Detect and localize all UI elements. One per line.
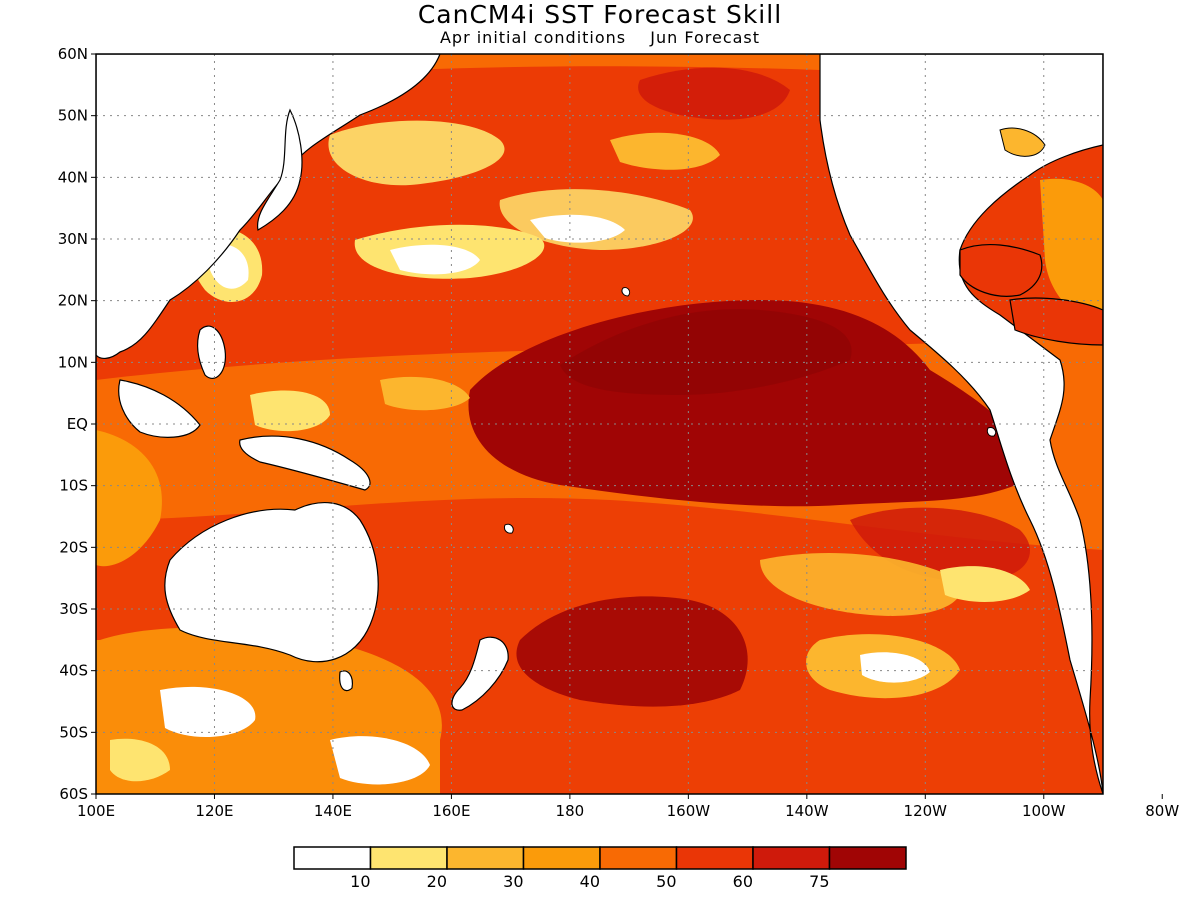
new-guinea-landmass [239, 435, 371, 491]
southern-ocean-minimum-1 [160, 686, 256, 738]
north-central-moderate [610, 132, 720, 170]
japan-landmass [256, 108, 303, 231]
chart-title: CanCM4i SST Forecast Skill [417, 0, 783, 29]
skill-field [96, 54, 1103, 794]
asia-landmass [96, 54, 441, 359]
legend-swatch [293, 846, 372, 870]
north-pacific-core [638, 67, 790, 120]
lat-tick-label: 30S [59, 600, 88, 618]
legend-swatch [828, 846, 907, 870]
galapagos-islands [986, 427, 997, 437]
lat-tick-label: EQ [67, 415, 88, 433]
lat-tick-label: 40S [59, 662, 88, 680]
indian-ocean-moderate [96, 430, 162, 567]
hawaii-islands [621, 287, 631, 297]
legend-swatch [369, 846, 448, 870]
western-subtropic-minimum [390, 244, 480, 275]
color-legend: 10 20 30 40 50 60 75 [293, 846, 907, 891]
lon-tick-label: 120E [195, 802, 233, 820]
lat-tick-label: 60N [58, 45, 88, 63]
tropical-peak-core [560, 309, 852, 395]
south-pacific-core [516, 596, 748, 707]
latitude-axis: 60N 50N 40N 30N 20N 10N EQ 10S 20S 30S 40S 50S 60S [58, 45, 96, 803]
central-north-minimum [530, 214, 625, 243]
borneo-landmass [118, 379, 201, 438]
tasmania-landmass [339, 670, 353, 692]
lon-tick-label: 180 [556, 802, 585, 820]
legend-label: 40 [580, 872, 600, 891]
gridlines [96, 54, 1103, 794]
southeast-low-skill [940, 566, 1030, 602]
fiji-islands [504, 523, 514, 534]
lat-tick-label: 60S [59, 785, 88, 803]
legend-swatch [675, 846, 754, 870]
lat-tick-label: 20S [59, 538, 88, 556]
new-zealand-landmass [451, 636, 509, 711]
lon-tick-label: 80W [1145, 802, 1179, 820]
subtitle-initial-conditions: Apr initial conditions [439, 28, 627, 47]
caribbean-sea [1009, 297, 1103, 346]
lat-tick-label: 50N [58, 107, 88, 125]
lon-tick-label: 160E [432, 802, 470, 820]
lon-tick-label: 100W [1022, 802, 1066, 820]
legend-swatch [752, 846, 831, 870]
lon-tick-label: 100E [77, 802, 115, 820]
southeast-moderate-skill [760, 552, 962, 616]
southern-ocean-minimum-2 [330, 736, 430, 785]
gulf-moderate [1040, 178, 1103, 330]
philippines-landmass [196, 325, 227, 379]
lon-tick-label: 160W [667, 802, 711, 820]
lat-tick-label: 50S [59, 723, 88, 741]
legend-label: 75 [809, 872, 829, 891]
lat-tick-label: 30N [58, 230, 88, 248]
legend-label: 30 [503, 872, 523, 891]
warm-pool-low-skill [250, 390, 330, 432]
longitude-axis: 100E 120E 140E 160E 180 160W 140W 120W 100W 80W [77, 794, 1179, 820]
great-lakes [999, 127, 1046, 157]
western-equatorial-moderate [380, 376, 470, 411]
legend-label: 10 [350, 872, 370, 891]
gulf-of-mexico [959, 243, 1043, 297]
legend-swatch [446, 846, 525, 870]
australia-landmass [164, 502, 379, 663]
legend-label: 20 [427, 872, 447, 891]
south-pacific-minimum [860, 652, 930, 683]
kuroshio-low-skill [328, 120, 505, 186]
lon-tick-label: 120W [904, 802, 948, 820]
lat-tick-label: 10S [59, 477, 88, 495]
americas-landmass [819, 54, 1103, 794]
lon-tick-label: 140W [785, 802, 829, 820]
legend-label: 50 [656, 872, 676, 891]
legend-swatch [522, 846, 601, 870]
subtitle-forecast-month: Jun Forecast [650, 28, 761, 47]
lat-tick-label: 40N [58, 168, 88, 186]
chart-subtitle: Apr initial conditions Jun Forecast [0, 28, 1200, 48]
lon-tick-label: 140E [314, 802, 352, 820]
southern-ocean-low-skill [110, 738, 170, 782]
lat-tick-label: 20N [58, 292, 88, 310]
lat-tick-label: 10N [58, 353, 88, 371]
legend-swatch [599, 846, 678, 870]
legend-label: 60 [733, 872, 753, 891]
